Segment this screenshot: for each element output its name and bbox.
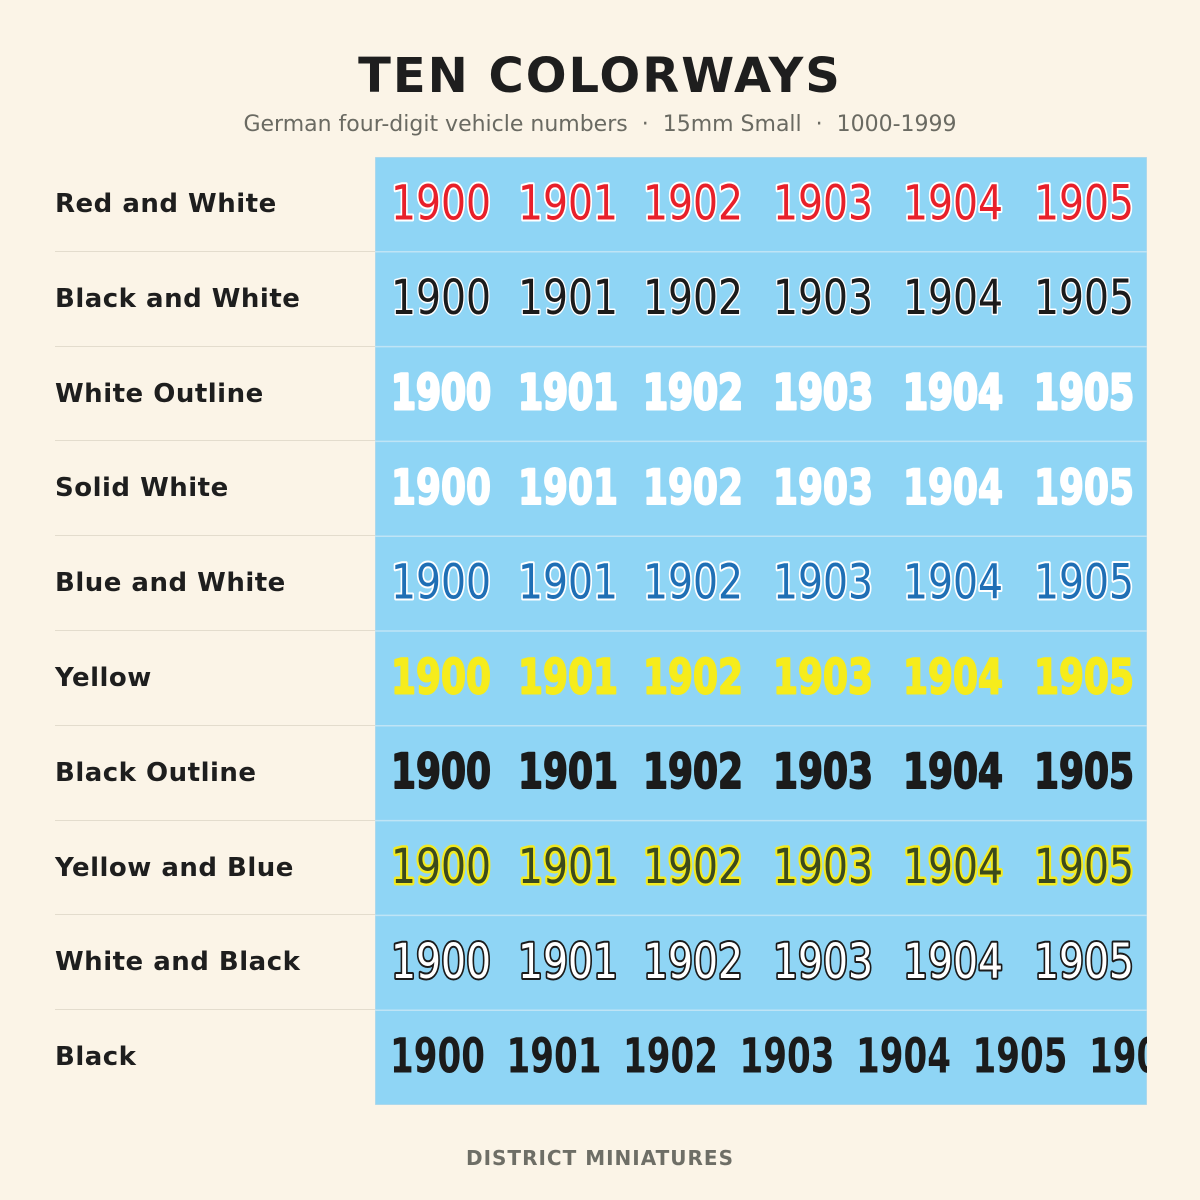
number-decal: 1900 bbox=[390, 1029, 485, 1085]
number-decal: 1902 bbox=[643, 744, 743, 800]
number-decal: 1905 bbox=[1034, 460, 1134, 516]
row-label: White and Black bbox=[55, 915, 375, 1011]
number-decal: 1901 bbox=[518, 839, 618, 895]
number-decal: 1904 bbox=[903, 365, 1003, 421]
number-decal: 1901 bbox=[518, 365, 618, 421]
number-decal: 1904 bbox=[903, 649, 1003, 705]
number-decal: 1904 bbox=[856, 1029, 951, 1085]
number-decal: 1902 bbox=[643, 270, 743, 326]
number-decal: 1905 bbox=[1034, 934, 1134, 990]
row-label: Black and White bbox=[55, 252, 375, 347]
number-decal: 1903 bbox=[740, 1029, 835, 1085]
number-decal: 1904 bbox=[903, 839, 1003, 895]
number-decal: 1902 bbox=[643, 649, 743, 705]
number-decal: 1904 bbox=[903, 744, 1003, 800]
number-decal: 1900 bbox=[391, 365, 491, 421]
number-decal: 1903 bbox=[773, 839, 873, 895]
number-decal: 1904 bbox=[903, 934, 1003, 990]
number-decal: 1905 bbox=[1034, 175, 1134, 231]
number-decal: 1904 bbox=[903, 270, 1003, 326]
number-decal: 1905 bbox=[973, 1029, 1068, 1085]
number-decal: 1901 bbox=[507, 1029, 602, 1085]
number-decal: 1904 bbox=[903, 175, 1003, 231]
number-decal: 1900 bbox=[391, 460, 491, 516]
number-decal: 1902 bbox=[643, 555, 743, 611]
number-decal: 1902 bbox=[643, 839, 743, 895]
number-decal: 1900 bbox=[391, 839, 491, 895]
number-decal: 1905 bbox=[1034, 649, 1134, 705]
number-decal: 1900 bbox=[391, 175, 491, 231]
number-decal: 1900 bbox=[391, 270, 491, 326]
number-decal: 1901 bbox=[518, 555, 618, 611]
subtitle: German four-digit vehicle numbers · 15mm… bbox=[243, 112, 957, 137]
row-label: Blue and White bbox=[55, 536, 375, 631]
row-label: Solid White bbox=[55, 441, 375, 537]
number-decal: 1905 bbox=[1034, 270, 1134, 326]
row-label: White Outline bbox=[55, 347, 375, 442]
number-decal: 1903 bbox=[773, 175, 873, 231]
number-decal: 1902 bbox=[643, 460, 743, 516]
number-decal: 1903 bbox=[773, 460, 873, 516]
row-labels: Red and White Black and White White Outlin… bbox=[0, 157, 375, 1105]
number-decal: 1903 bbox=[773, 555, 873, 611]
row-label: Red and White bbox=[55, 157, 375, 252]
number-decal: 1903 bbox=[773, 934, 873, 990]
number-decal: 1902 bbox=[643, 934, 743, 990]
number-decal: 1900 bbox=[391, 744, 491, 800]
number-decal: 1903 bbox=[773, 270, 873, 326]
number-decal: 1903 bbox=[773, 365, 873, 421]
number-decal: 1901 bbox=[518, 744, 618, 800]
row-label: Yellow bbox=[55, 631, 375, 726]
number-decal: 1904 bbox=[903, 460, 1003, 516]
number-decal: 1902 bbox=[643, 175, 743, 231]
number-decal: 1903 bbox=[773, 649, 873, 705]
title: TEN COLORWAYS bbox=[358, 48, 842, 104]
number-decal: 1905 bbox=[1034, 839, 1134, 895]
number-decal: 1901 bbox=[518, 460, 618, 516]
row-label: Black bbox=[55, 1042, 137, 1073]
number-decal: 1902 bbox=[623, 1029, 718, 1085]
number-decal: 1900 bbox=[391, 934, 491, 990]
row-label: Black Outline bbox=[55, 726, 375, 821]
number-decal: 1901 bbox=[518, 934, 618, 990]
row-label: Yellow and Blue bbox=[55, 821, 375, 916]
footer-brand: DISTRICT MINIATURES bbox=[465, 1146, 734, 1170]
number-decal: 1902 bbox=[643, 365, 743, 421]
number-decal: 1901 bbox=[518, 649, 618, 705]
number-decal: 1905 bbox=[1034, 744, 1134, 800]
number-decal: 1903 bbox=[773, 744, 873, 800]
number-decal: 1905 bbox=[1034, 555, 1134, 611]
number-decal: 1901 bbox=[518, 175, 618, 231]
number-decal: 1904 bbox=[903, 555, 1003, 611]
number-decal: 1905 bbox=[1034, 365, 1134, 421]
number-decal: 1901 bbox=[518, 270, 618, 326]
number-decal: 1900 bbox=[391, 649, 491, 705]
number-decal: 1900 bbox=[391, 555, 491, 611]
number-decal: 1906 bbox=[1089, 1029, 1147, 1085]
